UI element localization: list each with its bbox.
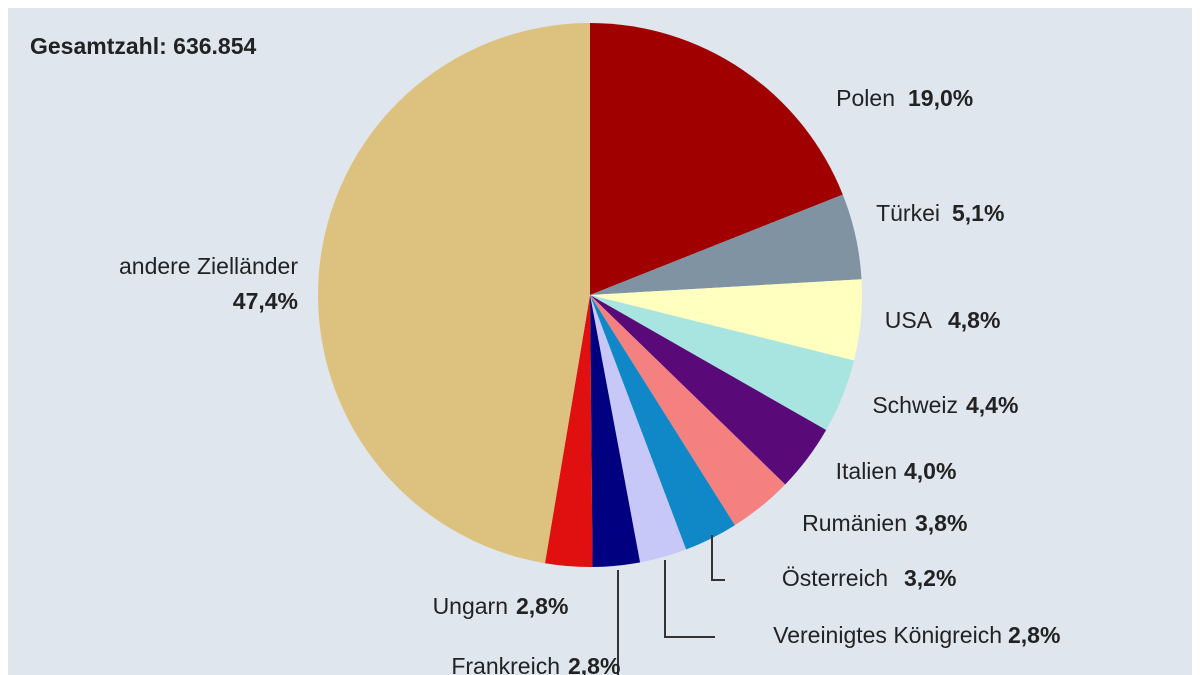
value-label: 47,4%	[233, 288, 298, 314]
value-label: 2,8%	[516, 593, 568, 619]
slice-label: andere Zielländer	[119, 253, 298, 279]
pie-slice	[590, 194, 862, 295]
pie-slice	[590, 295, 827, 485]
pie	[317, 22, 862, 567]
slice-label: Polen	[836, 85, 895, 111]
value-label: 3,8%	[915, 510, 967, 536]
value-label: 2,8%	[1008, 622, 1060, 648]
pie-slice	[544, 295, 593, 567]
value-label: 4,8%	[948, 307, 1000, 333]
leader-line	[664, 560, 715, 638]
pie-slice	[590, 295, 786, 526]
value-label: 4,4%	[966, 392, 1018, 418]
leader-lines	[617, 535, 725, 675]
slice-label: Schweiz	[872, 392, 958, 418]
value-label: 5,1%	[952, 200, 1004, 226]
chart-title: Gesamtzahl: 636.854	[30, 33, 257, 59]
leader-line	[711, 535, 725, 581]
value-label: 4,0%	[904, 458, 956, 484]
pie-slice	[590, 295, 854, 431]
pie-slice	[590, 295, 735, 550]
slice-label: Österreich	[782, 565, 888, 591]
pie-slice	[590, 279, 862, 361]
slice-label: Frankreich	[451, 653, 560, 675]
slice-label: Vereinigtes Königreich	[773, 622, 1002, 648]
pie-slice	[317, 22, 590, 564]
pie-slice	[590, 295, 687, 563]
pie-slice	[590, 295, 641, 567]
pie-slice	[590, 23, 843, 295]
value-label: 3,2%	[904, 565, 956, 591]
slice-label: Ungarn	[433, 593, 508, 619]
slice-label: Italien	[836, 458, 897, 484]
slice-label: USA	[885, 307, 933, 333]
slice-label: Türkei	[876, 200, 940, 226]
value-label: 19,0%	[908, 85, 973, 111]
value-label: 2,8%	[568, 653, 620, 675]
slice-label: Rumänien	[802, 510, 907, 536]
